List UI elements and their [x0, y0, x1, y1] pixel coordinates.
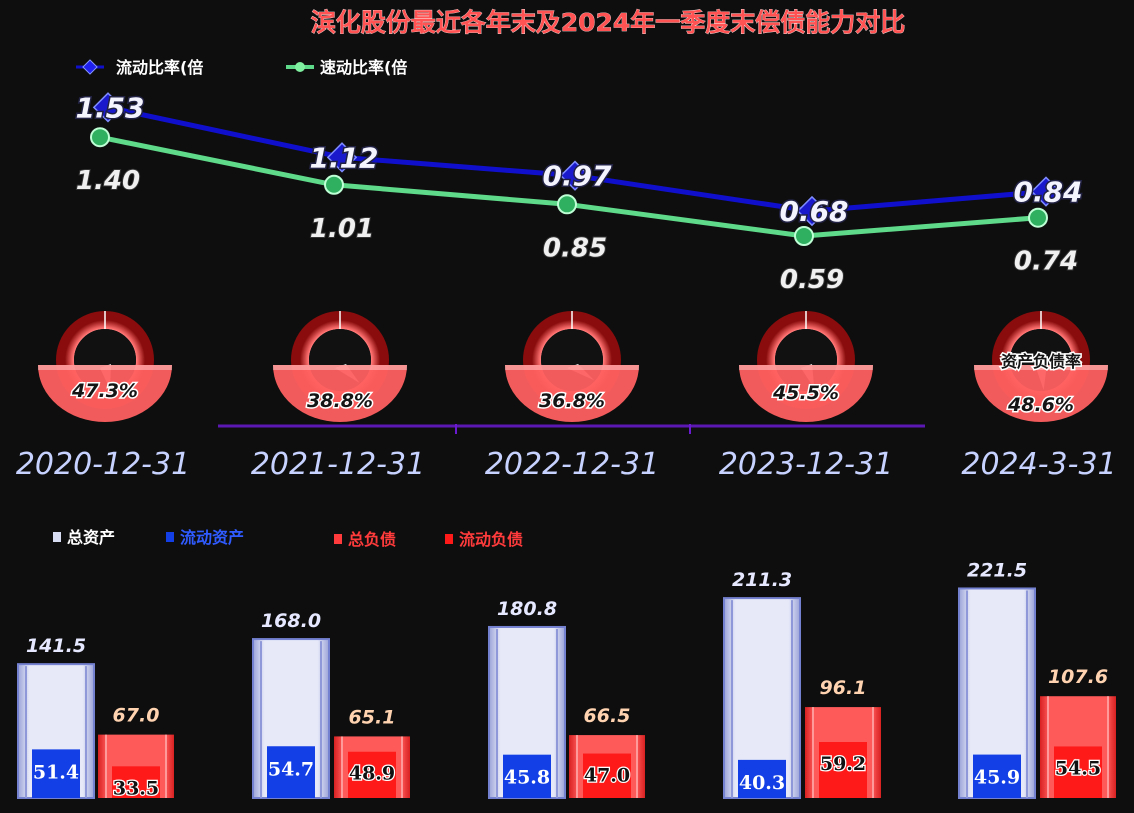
- current-liabilities-label: 48.9: [349, 763, 395, 785]
- bar-group: 180.8 45.8 66.5 47.0: [488, 598, 645, 799]
- current-liabilities-bar: [348, 751, 396, 798]
- total-assets-label: 211.3: [732, 569, 792, 591]
- date-labels: 2020-12-31 2021-12-31 2022-12-31 2023-12-31…: [16, 447, 1117, 482]
- legend-current-ratio: 流动比率(倍: [116, 58, 203, 77]
- legend-current-assets: 流动资产: [180, 528, 244, 547]
- bar-group: 141.5 51.4 67.0 33.5: [17, 635, 174, 801]
- quick-ratio-label: 1.01: [310, 214, 374, 244]
- current-assets-label: 45.8: [504, 767, 550, 789]
- balance-bar-chart: 141.5 51.4 67.0 33.5 168.0 54.7 65.1 48.9 180.8 4…: [17, 559, 1116, 801]
- total-liabilities-label: 67.0: [113, 705, 160, 727]
- legend-total-liabilities: 总负债: [348, 530, 396, 549]
- bar-legend: 总资产 流动资产 总负债 流动负债: [53, 528, 523, 549]
- current-assets-bar: [32, 749, 80, 798]
- current-ratio-point: [796, 195, 828, 227]
- debt-ratio-label: 47.3%: [71, 380, 138, 402]
- debt-ratio-gauge: 资产负债率 48.6%: [974, 311, 1108, 422]
- current-liabilities-bar: [112, 766, 160, 798]
- total-assets-label: 168.0: [261, 610, 321, 632]
- total-liabilities-label: 107.6: [1048, 666, 1108, 688]
- debt-ratio-caption: 资产负债率: [1001, 352, 1081, 371]
- line-legend: 流动比率(倍 速动比率(倍: [76, 58, 407, 77]
- total-liabilities-label: 66.5: [584, 705, 631, 727]
- quick-ratio-label: 1.40: [76, 166, 140, 196]
- total-assets-label: 141.5: [26, 635, 86, 657]
- debt-ratio-gauge: 36.8%: [505, 311, 639, 422]
- bar-group: 221.5 45.9 107.6 54.5: [958, 559, 1116, 799]
- current-liabilities-bar: [583, 753, 631, 798]
- current-assets-bar: [503, 754, 551, 798]
- current-liabilities-bar: [1054, 746, 1102, 798]
- debt-ratio-label: 36.8%: [539, 390, 605, 412]
- debt-ratio-label: 48.6%: [1007, 394, 1074, 416]
- period-label: 2020-12-31: [16, 447, 190, 482]
- current-liabilities-label: 54.5: [1055, 757, 1101, 779]
- current-assets-label: 40.3: [739, 772, 785, 794]
- quick-ratio-point: [1028, 207, 1048, 228]
- total-assets-label: 221.5: [967, 559, 1027, 581]
- total-liabilities-label: 96.1: [820, 677, 867, 699]
- quick-ratio-point: [557, 194, 577, 215]
- period-label: 2023-12-31: [719, 447, 893, 482]
- bar-group: 211.3 40.3 96.1 59.2: [723, 569, 881, 800]
- current-ratio-point: [92, 92, 124, 123]
- debt-ratio-label: 45.5%: [772, 382, 839, 404]
- bar-group: 168.0 54.7 65.1 48.9: [252, 610, 410, 800]
- quick-ratio-point: [90, 127, 110, 148]
- current-liabilities-bar: [819, 741, 867, 798]
- current-ratio-label: 0.97: [542, 160, 612, 193]
- current-assets-label: 51.4: [33, 761, 79, 783]
- period-label: 2022-12-31: [485, 447, 659, 482]
- current-assets-label: 54.7: [268, 758, 314, 780]
- current-ratio-label: 1.53: [75, 91, 144, 124]
- current-liabilities-label: 33.5: [113, 777, 159, 799]
- current-ratio-label: 0.68: [779, 195, 848, 228]
- timeline-axis: [218, 424, 925, 434]
- total-liabilities-label: 65.1: [349, 706, 396, 728]
- quick-ratio-point: [794, 226, 814, 247]
- current-ratio-label: 0.84: [1013, 176, 1082, 209]
- current-liabilities-label: 47.0: [584, 765, 630, 787]
- legend-total-assets: 总资产: [67, 528, 115, 547]
- legend-quick-ratio: 速动比率(倍: [320, 58, 407, 77]
- ratio-line-chart: 1.53 1.12 0.97 0.68 0.84 1.40 1.01 0.85 0.59 0.74: [74, 90, 1084, 296]
- debt-ratio-gauges: 47.3% 38.8% 36.8% 45.5% 资产负债率 48.6%: [38, 311, 1108, 422]
- current-assets-bar: [738, 759, 786, 798]
- current-liabilities-label: 59.2: [820, 753, 866, 775]
- quick-ratio-label: 0.74: [1014, 247, 1078, 277]
- period-label: 2024-3-31: [961, 447, 1116, 482]
- current-assets-bar: [973, 754, 1021, 798]
- current-assets-bar: [267, 746, 315, 798]
- quick-ratio-point: [324, 174, 344, 195]
- quick-ratio-label: 0.85: [543, 233, 607, 263]
- debt-ratio-gauge: 47.3%: [38, 311, 172, 422]
- quick-ratio-label: 0.59: [780, 265, 844, 295]
- current-ratio-point: [326, 142, 358, 173]
- legend-current-liabilities: 流动负债: [459, 530, 523, 549]
- current-assets-label: 45.9: [974, 767, 1020, 789]
- debt-ratio-gauge: 38.8%: [273, 311, 407, 422]
- current-ratio-point: [1030, 176, 1062, 207]
- current-ratio-point: [559, 160, 591, 191]
- chart-title: 滨化股份最近各年末及2024年一季度末偿债能力对比: [311, 8, 906, 37]
- debt-ratio-label: 38.8%: [307, 390, 373, 412]
- period-label: 2021-12-31: [251, 447, 425, 482]
- debt-ratio-gauge: 45.5%: [739, 311, 873, 422]
- total-assets-label: 180.8: [497, 598, 557, 620]
- current-ratio-label: 1.12: [309, 141, 378, 174]
